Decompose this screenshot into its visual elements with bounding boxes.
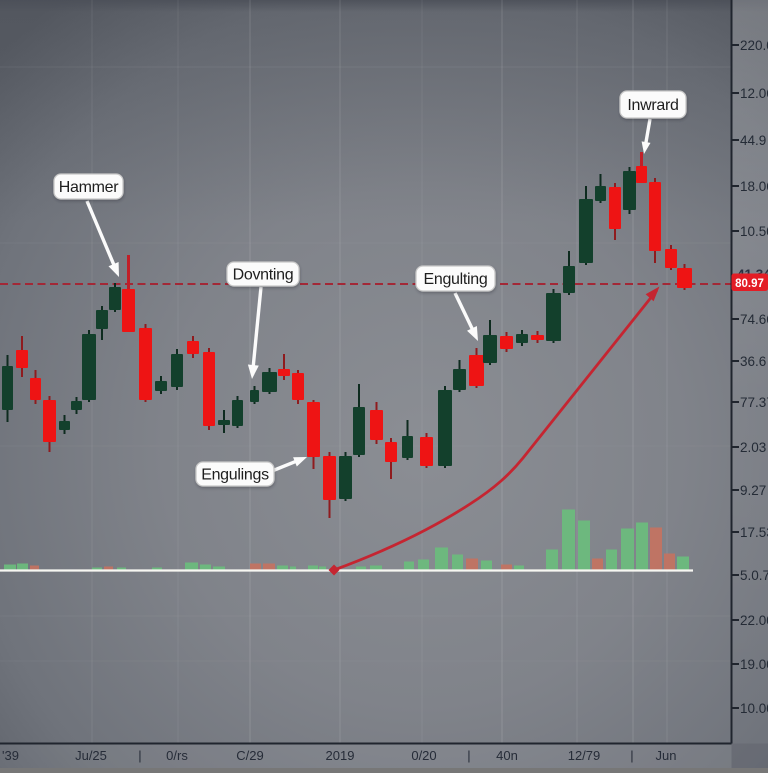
svg-text:9.27: 9.27: [740, 483, 766, 498]
svg-text:44.9: 44.9: [740, 133, 766, 148]
svg-text:17.53: 17.53: [740, 525, 768, 540]
svg-text:|: |: [630, 748, 633, 763]
svg-text:2.03: 2.03: [740, 440, 766, 455]
svg-text:|: |: [467, 748, 470, 763]
svg-text:12/79: 12/79: [568, 748, 601, 763]
svg-text:80.97: 80.97: [735, 278, 764, 290]
svg-text:Hammer: Hammer: [59, 179, 120, 196]
svg-text:77.37: 77.37: [740, 395, 768, 410]
svg-text:5.0.7: 5.0.7: [740, 568, 768, 583]
svg-text:|: |: [138, 748, 141, 763]
svg-text:Engulings: Engulings: [201, 467, 269, 484]
svg-text:2019: 2019: [326, 748, 355, 763]
svg-text:Dovnting: Dovnting: [233, 267, 294, 284]
svg-text:10.50: 10.50: [740, 224, 768, 239]
svg-text:18.06: 18.06: [740, 179, 768, 194]
svg-text:19.00: 19.00: [740, 657, 768, 672]
svg-text:22.00: 22.00: [740, 613, 768, 628]
svg-text:220.0: 220.0: [740, 38, 768, 53]
svg-text:Inwrard: Inwrard: [627, 97, 678, 114]
svg-text:74.66: 74.66: [740, 312, 768, 327]
svg-text:Engulting: Engulting: [423, 271, 487, 288]
svg-text:C/29: C/29: [236, 748, 263, 763]
svg-text:Jun: Jun: [656, 748, 677, 763]
svg-text:12.06: 12.06: [740, 86, 768, 101]
svg-text:36.6: 36.6: [740, 354, 766, 369]
svg-text:40n: 40n: [496, 748, 518, 763]
svg-text:0/20: 0/20: [411, 748, 436, 763]
svg-text:Ju/25: Ju/25: [75, 748, 107, 763]
svg-text:0/rs: 0/rs: [166, 748, 188, 763]
svg-text:10.00: 10.00: [740, 701, 768, 716]
svg-text:'39: '39: [2, 748, 19, 763]
